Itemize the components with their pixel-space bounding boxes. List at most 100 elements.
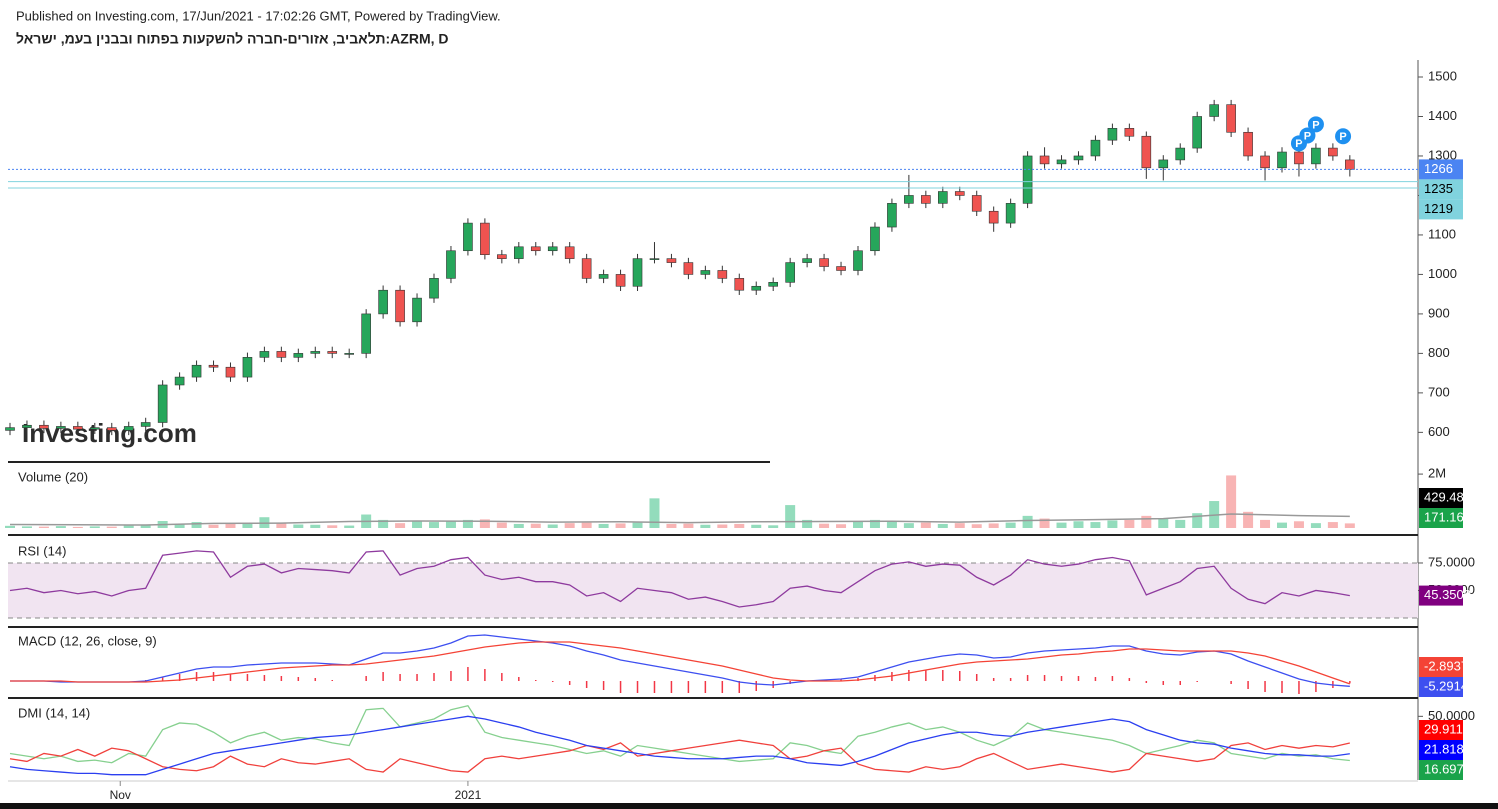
value-label-box xyxy=(1419,199,1463,220)
indicator-line xyxy=(9,550,1350,608)
volume-bar xyxy=(513,523,524,528)
volume-bar xyxy=(903,523,914,528)
candle-body xyxy=(497,254,507,259)
value-label-box xyxy=(1419,657,1463,677)
y-tick-label: 50.0000 xyxy=(1428,708,1475,723)
volume-bar xyxy=(1073,521,1084,528)
candle-body xyxy=(937,191,948,204)
volume-bar xyxy=(327,525,338,528)
indicator-line xyxy=(10,641,1351,685)
volume-bar xyxy=(1310,523,1321,528)
pivot-marker-text: P xyxy=(1295,138,1302,150)
value-label: 29.9118 xyxy=(1424,721,1470,736)
candle-body xyxy=(802,258,812,263)
volume-bar xyxy=(971,524,982,528)
volume-bar xyxy=(276,523,287,528)
candle-body xyxy=(1260,155,1270,169)
volume-bar xyxy=(615,523,626,528)
volume-bar xyxy=(632,522,643,528)
candle-body xyxy=(174,376,185,386)
value-label: 1235 xyxy=(1424,181,1453,196)
candle-body xyxy=(921,195,931,204)
volume-bar xyxy=(700,524,711,528)
value-label: 1219 xyxy=(1424,201,1453,216)
volume-bar xyxy=(1056,522,1067,528)
candle-body xyxy=(1209,104,1219,117)
candle-body xyxy=(1345,159,1355,170)
candle-body xyxy=(5,427,15,431)
volume-bar xyxy=(1226,475,1237,528)
volume-bar xyxy=(1107,520,1118,528)
candle-body xyxy=(106,427,117,431)
volume-bar xyxy=(378,519,389,528)
y-tick-label: 800 xyxy=(1428,345,1450,360)
candle-body xyxy=(191,364,202,378)
candle-body xyxy=(123,426,134,431)
candle-body xyxy=(1175,147,1186,161)
volume-bar xyxy=(1124,519,1135,528)
candle-body xyxy=(1005,203,1016,224)
candle-body xyxy=(1107,128,1118,141)
volume-bar xyxy=(1277,522,1287,528)
volume-bar xyxy=(1090,522,1101,528)
watermark: Investing.com xyxy=(22,418,197,448)
pivot-marker-text: P xyxy=(1312,119,1319,131)
volume-bar xyxy=(412,521,423,528)
candle-body xyxy=(1277,151,1287,169)
candle-body xyxy=(564,246,575,259)
volume-bar xyxy=(208,524,219,528)
candle-body xyxy=(734,278,745,291)
candle-body xyxy=(157,384,168,423)
y-tick-label: 1300 xyxy=(1428,147,1457,162)
candle-body xyxy=(1243,131,1253,157)
panel-title: MACD (12, 26, close, 9) xyxy=(18,633,157,648)
candle-body xyxy=(683,262,694,275)
volume-bar xyxy=(1327,522,1338,528)
indicator-line xyxy=(9,715,1350,776)
value-label-box xyxy=(1419,760,1463,780)
volume-bar xyxy=(72,526,83,528)
indicator-line xyxy=(9,704,1350,764)
candle-body xyxy=(853,250,863,271)
candle-body xyxy=(1090,139,1101,157)
value-label-box xyxy=(1419,159,1463,180)
value-label: 45.3500 xyxy=(1424,587,1471,602)
y-tick-label: 900 xyxy=(1428,305,1450,320)
volume-bar xyxy=(920,522,931,528)
volume-bar xyxy=(1344,523,1355,528)
candle-body xyxy=(836,266,846,271)
candle-body xyxy=(1124,128,1135,137)
candle-body xyxy=(904,195,914,204)
candle-body xyxy=(666,258,677,263)
value-label: 171.165K xyxy=(1424,509,1480,524)
volume-bar xyxy=(310,524,321,528)
candle-body xyxy=(242,357,253,378)
panel-title: Volume (20) xyxy=(18,469,88,484)
volume-bar xyxy=(1022,515,1033,528)
candle-body xyxy=(547,246,558,252)
candle-body xyxy=(293,353,304,358)
volume-bar xyxy=(869,519,880,528)
candle-body xyxy=(717,270,728,279)
candle-body xyxy=(615,274,626,287)
volume-bar xyxy=(1293,521,1304,528)
candle-body xyxy=(22,424,32,428)
volume-bar xyxy=(853,521,863,528)
volume-bar xyxy=(683,523,694,528)
candle-body xyxy=(39,424,49,429)
candle-body xyxy=(90,427,100,430)
volume-bar xyxy=(530,523,541,528)
candle-body xyxy=(361,313,371,354)
candle-body xyxy=(1158,159,1169,169)
volume-bar xyxy=(55,526,66,528)
y-tick-label: 1400 xyxy=(1428,108,1457,123)
volume-bar xyxy=(836,524,847,528)
volume-bar xyxy=(445,520,456,528)
value-label-box xyxy=(1419,508,1463,528)
candle-body xyxy=(971,195,982,212)
pivot-marker xyxy=(1335,128,1352,145)
volume-ma-line xyxy=(9,513,1350,526)
candle-body xyxy=(1226,104,1236,133)
volume-bar xyxy=(106,526,117,528)
candle-body xyxy=(751,285,762,291)
